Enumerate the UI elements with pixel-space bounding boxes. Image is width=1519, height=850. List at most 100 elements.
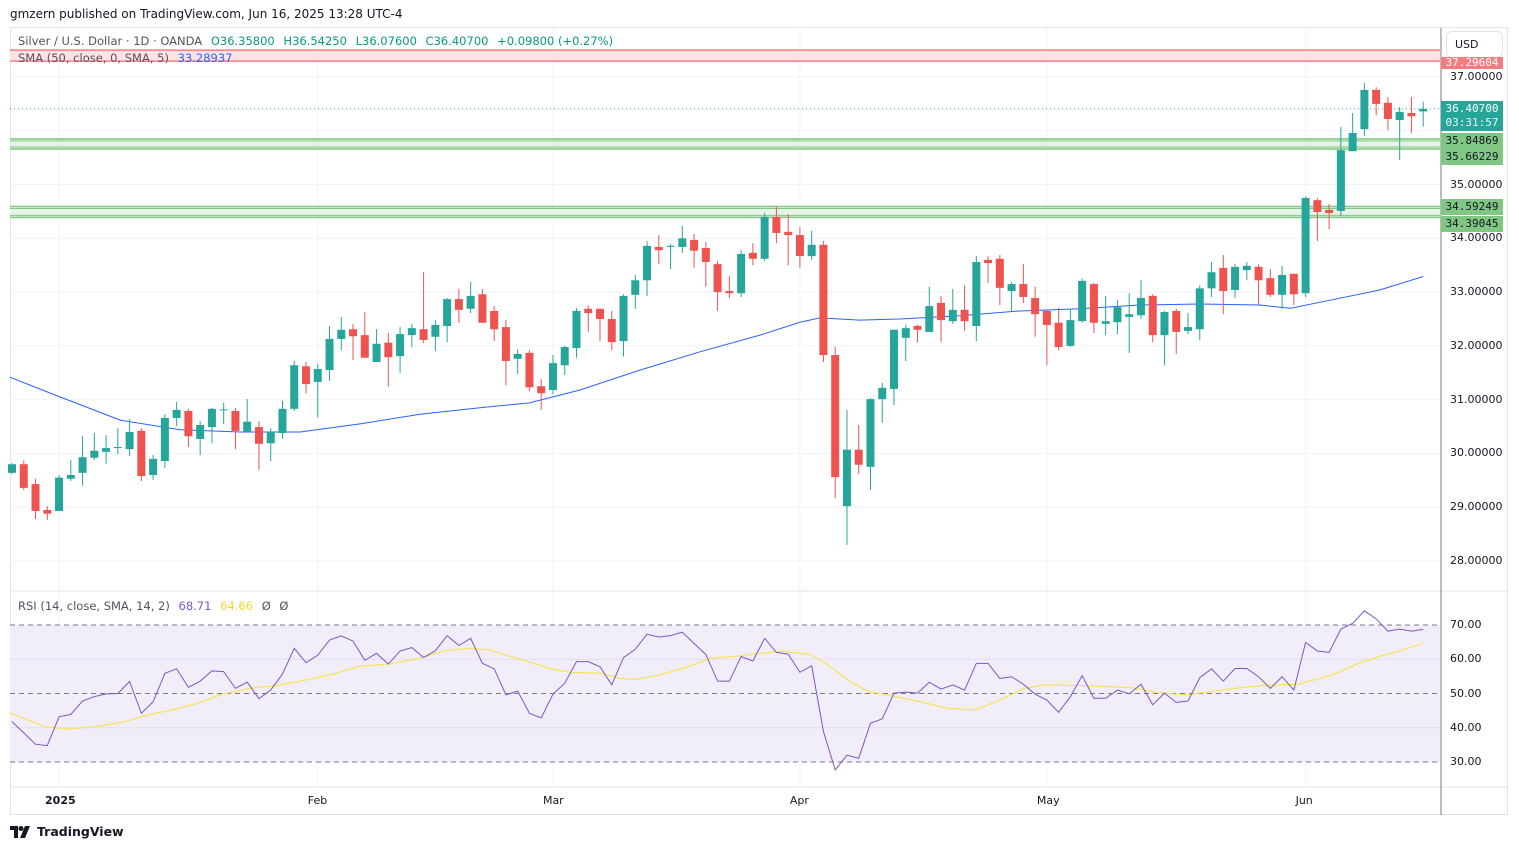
tradingview-footer[interactable]: TradingView [10,824,124,839]
candle [1360,82,1369,137]
candle [1254,264,1263,306]
candle [466,281,475,314]
candle-body [560,346,569,366]
candle [960,285,969,331]
candle [784,214,793,266]
symbol-legend[interactable]: Silver / U.S. Dollar · 1D · OANDA O36.35… [18,34,618,48]
candle [1207,262,1216,297]
candle [125,419,134,457]
currency-button[interactable]: USD [1446,31,1503,58]
price-tick-label: 30.00000 [1450,446,1503,460]
candle [1348,113,1357,152]
candle-body [831,355,840,478]
candle [490,306,499,342]
candle-body [737,253,746,294]
candle-body [454,299,463,310]
candle [1007,281,1016,311]
candle [207,407,216,444]
publish-info: gmzern published on TradingView.com, Jun… [10,7,403,21]
symbol-title: Silver / U.S. Dollar · 1D · OANDA [18,34,203,48]
candle [737,250,746,297]
candle [525,350,534,392]
candle-body [172,409,181,418]
bar-countdown: 03:31:57 [1445,116,1499,129]
price-tick-label: 31.00000 [1450,392,1503,406]
candle-body [760,216,769,259]
candle-body [513,353,522,359]
candle-body [548,363,557,390]
candle [1172,308,1181,354]
candle-body [66,474,75,479]
tradingview-logo-icon [10,825,30,838]
candle-body [501,327,510,361]
candle-body [1007,284,1016,292]
candle [160,414,169,468]
candle [713,260,722,311]
candle [795,227,804,268]
candle-body [607,319,616,343]
candle [819,241,828,363]
candle [948,288,957,324]
rsi-legend[interactable]: RSI (14, close, SMA, 14, 2) 68.71 64.66 … [18,599,293,613]
candle [854,424,863,474]
candle-body [1231,266,1240,290]
candle-body [90,450,99,458]
candle-body [266,431,275,444]
candle-body [995,258,1004,288]
candle [443,298,452,343]
candle [1031,286,1040,337]
candle [1195,285,1204,340]
candle [325,326,334,381]
candle [572,308,581,358]
candle [1219,255,1228,315]
candle-body [1054,322,1063,347]
candle-body [466,295,475,309]
candle [560,345,569,375]
candle-body [196,424,205,439]
ohlc-low: L36.07600 [355,34,417,48]
candle [1160,310,1169,366]
candle-body [8,464,16,473]
candle-body [1395,111,1404,121]
candle [772,207,781,244]
rsi-background [10,624,1440,763]
candle-body [419,329,428,340]
candle [1325,203,1334,230]
candle [219,402,228,424]
candle-body [137,430,146,477]
candle-body [254,427,263,444]
candle-body [666,245,675,247]
candle [360,312,369,358]
candle [102,435,111,464]
candle-body [102,448,111,452]
candle-body [290,365,299,409]
candle [1289,273,1298,306]
candle [349,323,358,360]
candle-body [1195,288,1204,330]
candle-body [795,235,804,257]
candle-body [807,244,816,257]
candle-body [1160,312,1169,336]
rsi-sma-value: 64.66 [220,599,254,613]
rsi-extra-2: Ø [279,599,289,613]
candle [1301,196,1310,297]
candle-body [1172,310,1181,332]
candle-body [113,447,122,449]
candle [113,428,122,454]
ohlc-high: H36.54250 [283,34,347,48]
price-tick-label: 28.00000 [1450,554,1503,568]
candle-body [349,329,358,337]
candle-body [1301,198,1310,294]
candle-body [1419,108,1428,112]
candle-body [231,410,240,431]
candle [725,275,734,299]
candle-body [890,329,898,389]
candle-body [1242,265,1251,271]
candle-body [572,310,581,349]
sma-legend[interactable]: SMA (50, close, 0, SMA, 5) 33.28937 [18,51,237,65]
candle-body [819,244,828,356]
candle [678,225,687,253]
candle [1419,101,1428,127]
candle-body [431,324,440,337]
